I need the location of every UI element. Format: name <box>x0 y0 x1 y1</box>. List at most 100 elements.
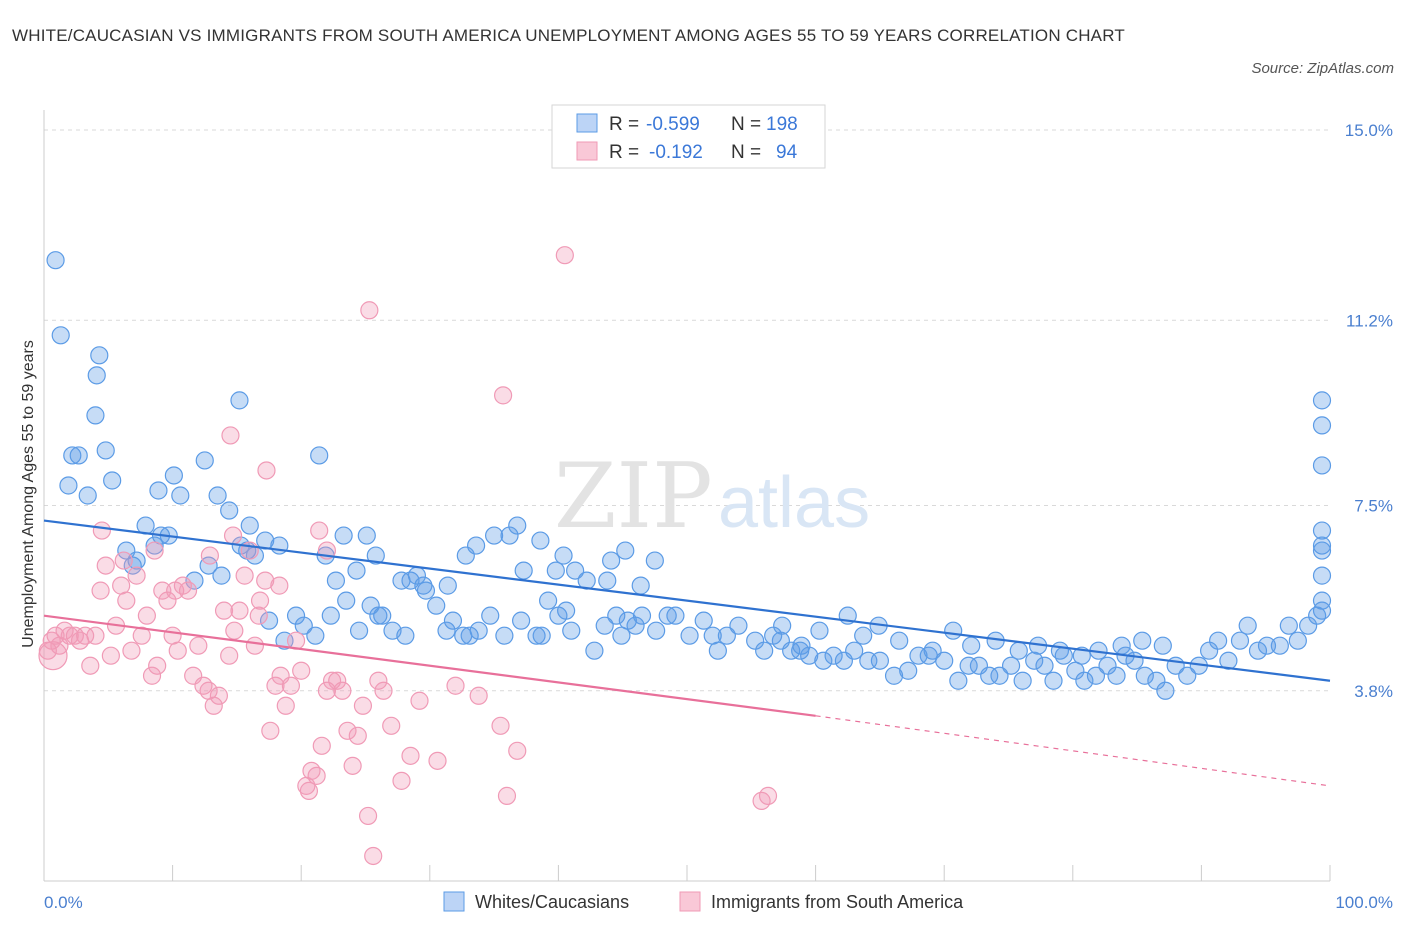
whites-point-133 <box>1107 666 1126 685</box>
whites-point-91 <box>647 621 666 640</box>
immigrants-point-93 <box>497 786 517 805</box>
whites-point-169 <box>626 616 645 635</box>
legend-n-label-1: N = <box>731 114 761 135</box>
whites-point-187 <box>1133 631 1152 650</box>
immigrants-point-54 <box>312 736 331 755</box>
watermark-atlas: atlas <box>718 463 870 543</box>
immigrants-point-89 <box>249 606 268 625</box>
immigrants-point-39 <box>235 566 254 585</box>
immigrants-point-61 <box>348 726 367 745</box>
whites-point-155 <box>1312 591 1332 610</box>
legend-r-label-1: R = <box>609 114 639 135</box>
whites-point-160 <box>1312 456 1332 475</box>
whites-point-170 <box>771 631 790 650</box>
immigrants-point-41 <box>245 636 265 655</box>
immigrants-point-58 <box>333 681 352 700</box>
whites-point-37 <box>334 526 353 545</box>
whites-point-114 <box>899 661 918 680</box>
whites-point-38 <box>347 561 366 580</box>
whites-point-99 <box>729 616 748 635</box>
whites-point-69 <box>306 626 325 645</box>
whites-point-63 <box>631 576 650 595</box>
whites-point-131 <box>1086 666 1106 685</box>
whites-point-162 <box>1312 391 1332 410</box>
immigrants-point-20 <box>137 606 156 625</box>
whites-point-76 <box>414 576 433 595</box>
immigrants-point-6 <box>65 626 84 645</box>
whites-point-186 <box>1112 636 1131 655</box>
whites-point-3 <box>87 366 106 385</box>
legend-r-value-2: -0.192 <box>649 142 703 163</box>
whites-point-168 <box>612 626 631 645</box>
whites-point-50 <box>485 526 504 545</box>
whites-point-122 <box>990 666 1009 685</box>
whites-point-112 <box>870 651 890 670</box>
whites-point-149 <box>1270 636 1289 655</box>
whites-point-174 <box>854 626 873 645</box>
immigrants-point-23 <box>153 581 172 600</box>
whites-point-65 <box>259 611 279 630</box>
x-tick-label-min: 0.0% <box>44 893 83 912</box>
immigrants-point-26 <box>168 641 187 660</box>
whites-point-183 <box>1050 641 1070 660</box>
whites-point-72 <box>349 621 369 640</box>
series-legend-label-whites: Whites/Caucasians <box>475 892 629 912</box>
immigrants-point-24 <box>158 591 177 610</box>
immigrants-point-36 <box>220 646 239 665</box>
immigrants-point-80 <box>360 301 379 320</box>
legend-r-value-1: -0.599 <box>646 114 700 135</box>
whites-point-88 <box>607 606 626 625</box>
whites-point-124 <box>1013 671 1032 690</box>
immigrants-point-5 <box>60 626 79 645</box>
immigrants-point-53 <box>307 766 326 785</box>
immigrants-point-16 <box>117 591 136 610</box>
whites-point-106 <box>800 646 819 665</box>
whites-point-118 <box>949 671 968 690</box>
whites-point-73 <box>361 596 380 615</box>
whites-point-46 <box>416 581 436 600</box>
whites-point-146 <box>1238 616 1257 635</box>
whites-point-78 <box>437 621 456 640</box>
series-whites-points <box>46 251 1332 700</box>
x-tick-label-max: 100.0% <box>1335 893 1393 912</box>
whites-point-97 <box>708 641 727 660</box>
trend-line-immigrants <box>43 614 816 717</box>
whites-point-166 <box>469 621 488 640</box>
whites-point-172 <box>810 621 829 640</box>
whites-point-110 <box>845 641 864 660</box>
immigrants-point-10 <box>86 626 105 645</box>
immigrants-point-74 <box>491 716 510 735</box>
whites-point-55 <box>539 591 558 610</box>
immigrants-point-18 <box>127 566 146 585</box>
immigrants-cluster-point <box>38 641 68 671</box>
whites-point-53 <box>514 561 533 580</box>
whites-point-67 <box>286 606 306 625</box>
whites-point-150 <box>1279 616 1298 635</box>
immigrants-point-60 <box>343 756 362 775</box>
whites-point-103 <box>773 616 792 635</box>
whites-point-90 <box>632 606 652 625</box>
immigrants-point-4 <box>55 621 74 640</box>
whites-point-12 <box>164 466 183 485</box>
whites-point-87 <box>595 616 614 635</box>
whites-point-94 <box>680 626 699 645</box>
whites-point-126 <box>1035 656 1054 675</box>
immigrants-point-37 <box>225 621 244 640</box>
whites-point-113 <box>884 666 904 685</box>
immigrants-point-13 <box>101 646 120 665</box>
whites-point-100 <box>746 631 765 650</box>
immigrants-point-19 <box>132 626 151 645</box>
whites-point-92 <box>658 606 677 625</box>
whites-point-64 <box>645 551 664 570</box>
immigrants-point-81 <box>494 386 513 405</box>
y-tick-labels: 3.8% 7.5% 11.2% 15.0% <box>1345 121 1393 701</box>
whites-point-161 <box>1312 416 1332 435</box>
legend-n-value-2: 94 <box>776 142 798 163</box>
immigrants-point-72 <box>446 676 465 695</box>
trend-lines <box>43 519 1331 787</box>
whites-point-62 <box>616 541 635 560</box>
immigrants-point-65 <box>369 671 388 690</box>
whites-point-77 <box>427 596 446 615</box>
whites-point-1 <box>51 326 70 345</box>
series-legend: Whites/Caucasians Immigrants from South … <box>443 891 964 912</box>
